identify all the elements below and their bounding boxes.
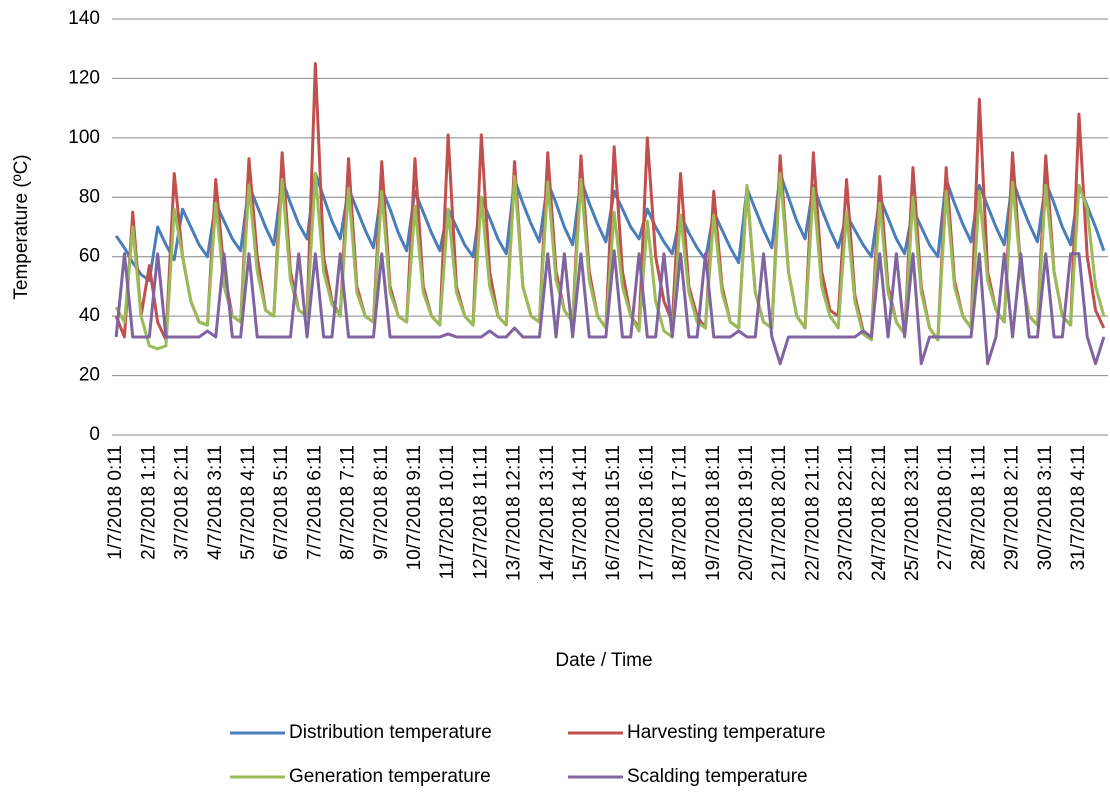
x-tick-label: 24/7/2018 22:11 [869,445,890,581]
x-tick-label: 12/7/2018 11:11 [470,445,491,580]
y-tick-label: 60 [79,246,100,267]
x-axis-title: Date / Time [555,650,652,671]
y-tick-label: 0 [89,424,100,445]
x-tick-label: 15/7/2018 14:11 [570,445,591,581]
x-tick-label: 14/7/2018 13:11 [537,445,558,581]
x-tick-label: 30/7/2018 3:11 [1035,445,1056,570]
x-tick-label: 20/7/2018 19:11 [736,445,757,581]
x-tick-label: 21/7/2018 20:11 [769,445,790,581]
legend-label: Distribution temperature [289,722,492,743]
x-tick-label: 2/7/2018 1:11 [138,445,159,560]
y-tick-label: 80 [79,186,100,207]
x-tick-label: 1/7/2018 0:11 [105,445,126,560]
y-tick-label: 100 [68,127,100,148]
x-tick-label: 17/7/2018 16:11 [636,445,657,581]
x-tick-label: 13/7/2018 12:11 [504,445,525,581]
y-tick-label: 140 [68,8,100,29]
x-tick-label: 25/7/2018 23:11 [902,445,923,581]
x-tick-label: 9/7/2018 8:11 [371,445,392,560]
x-tick-label: 29/7/2018 2:11 [1002,445,1023,570]
x-tick-label: 16/7/2018 15:11 [603,445,624,581]
x-tick-label: 27/7/2018 0:11 [935,445,956,570]
y-tick-label: 20 [79,365,100,386]
x-tick-label: 4/7/2018 3:11 [205,445,226,560]
x-tick-label: 28/7/2018 1:11 [968,445,989,570]
legend-label: Generation temperature [289,766,491,787]
legend-label: Harvesting temperature [627,722,826,743]
x-tick-label: 5/7/2018 4:11 [238,445,259,560]
x-tick-label: 3/7/2018 2:11 [172,445,193,560]
x-tick-label: 8/7/2018 7:11 [338,445,359,560]
series-line [114,249,1106,366]
x-tick-label: 22/7/2018 21:11 [802,445,823,581]
x-tick-label: 7/7/2018 6:11 [304,445,325,560]
y-axis-title: Temperature (ºC) [11,154,32,299]
x-tick-label: 31/7/2018 4:11 [1068,445,1089,570]
x-tick-label: 18/7/2018 17:11 [670,445,691,581]
x-tick-label: 10/7/2018 9:11 [404,445,425,570]
legend-label: Scalding temperature [627,766,808,787]
x-tick-label: 19/7/2018 18:11 [703,445,724,581]
x-tick-label: 6/7/2018 5:11 [271,445,292,560]
x-tick-label: 11/7/2018 10:11 [437,445,458,580]
x-tick-label: 23/7/2018 22:11 [836,445,857,581]
series-line [114,172,1106,351]
y-tick-label: 120 [68,67,100,88]
y-tick-label: 40 [79,305,100,326]
